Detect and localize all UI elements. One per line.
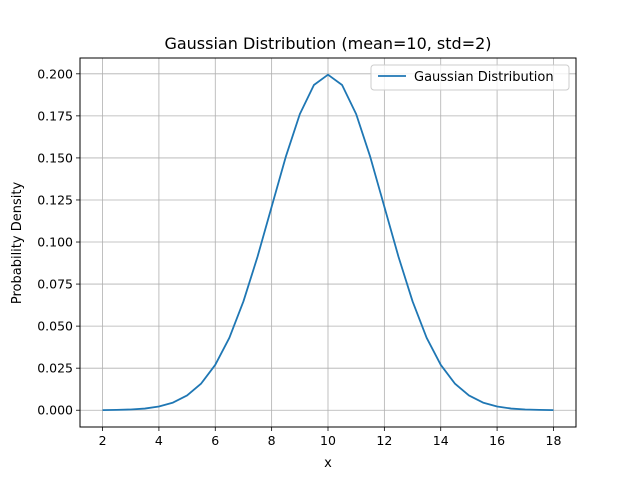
x-tick-label: 14 [433,433,449,448]
plot-series [102,73,554,412]
y-tick-label: 0.100 [37,235,73,250]
y-tick-label: 0.150 [37,150,73,165]
series-line [102,73,554,412]
grid-lines [80,58,576,427]
y-tick-label: 0.125 [37,192,73,207]
x-axis: 2 4 6 8 10 12 14 16 18 [99,427,562,448]
y-tick-label: 0.200 [37,66,73,81]
x-tick-label: 18 [546,433,562,448]
x-tick-label: 4 [155,433,163,448]
legend-label: Gaussian Distribution [414,70,554,85]
y-tick-label: 0.050 [37,319,73,334]
x-axis-title: x [324,456,332,471]
chart-title: Gaussian Distribution (mean=10, std=2) [164,34,491,53]
x-tick-label: 2 [99,433,107,448]
x-tick-label: 10 [320,433,336,448]
y-tick-label: 0.175 [37,108,73,123]
x-tick-label: 12 [376,433,392,448]
legend: Gaussian Distribution [370,64,570,91]
y-tick-label: 0.000 [37,403,73,418]
x-tick-label: 6 [211,433,219,448]
x-tick-label: 8 [268,433,276,448]
y-axis: 0.000 0.025 0.050 0.075 0.100 0.125 0.150 0.175… [37,66,80,418]
legend-box [370,64,570,91]
x-tick-label: 16 [489,433,505,448]
y-tick-label: 0.075 [37,277,73,292]
y-axis-title: Probability Density [10,182,25,305]
y-tick-label: 0.025 [37,361,73,376]
